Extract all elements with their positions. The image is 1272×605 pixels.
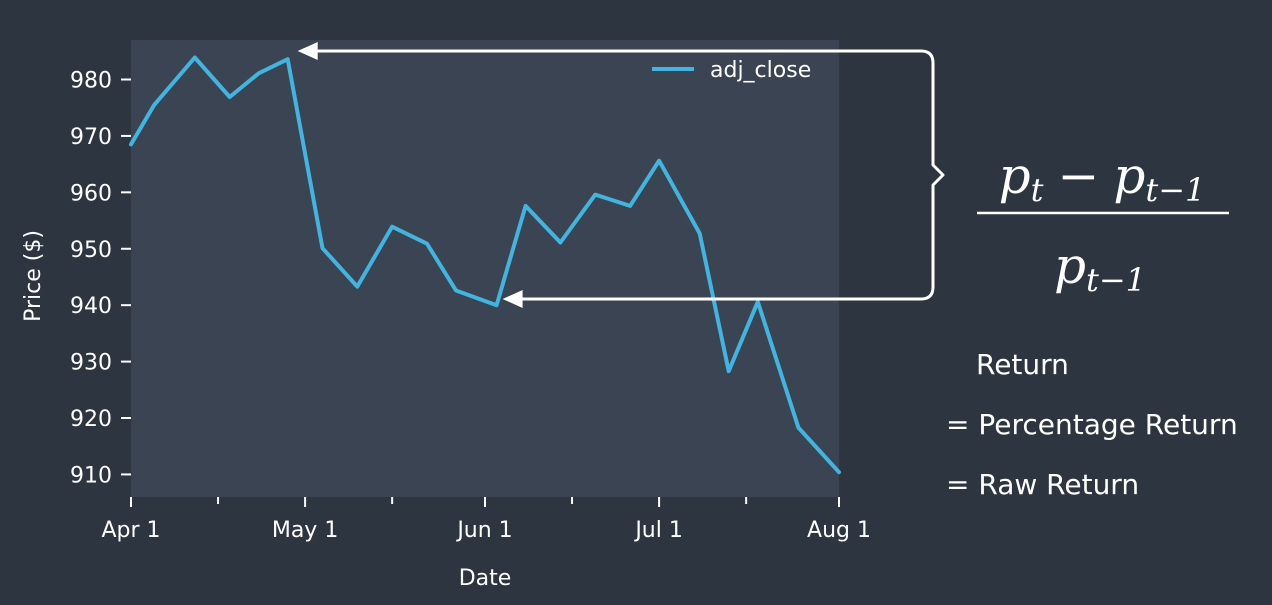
bracket-annotation	[297, 42, 945, 308]
y-axis-title: Price ($)	[21, 230, 46, 322]
legend: adj_close	[652, 58, 811, 83]
formula-denominator: pt−1	[1054, 237, 1146, 299]
bracket-path	[313, 49, 945, 301]
x-tick-label-0: Apr 1	[101, 518, 160, 543]
formula-denominator-sub: t−1	[1086, 261, 1146, 299]
formula-numerator: pt − pt−1	[999, 147, 1206, 209]
y-tick-label-5: 960	[70, 181, 112, 206]
plot-area	[131, 40, 839, 497]
series-line-adj-close	[129, 55, 841, 475]
x-tick-label-2: Jun 1	[455, 518, 512, 543]
formula-numerator-sub-t-1: t−1	[1145, 171, 1205, 209]
x-tick-label-3: Jul 1	[633, 518, 683, 543]
y-tick-label-2: 930	[70, 351, 112, 376]
formula-numerator-p-t-1: p	[1113, 147, 1145, 205]
arrowhead-top	[297, 42, 318, 60]
formula-numerator-sub-t: t	[1031, 171, 1044, 209]
percentage-return-label: = Percentage Return	[946, 408, 1238, 441]
x-tick-label-1: May 1	[272, 518, 338, 543]
y-tick-label-0: 910	[70, 463, 112, 488]
y-tick-label-6: 970	[70, 125, 112, 150]
formula-numerator-p-t: p	[999, 147, 1031, 205]
raw-return-label: = Raw Return	[946, 468, 1140, 501]
formula-denominator-p: p	[1054, 237, 1086, 295]
y-tick-label-1: 920	[70, 407, 112, 432]
y-tick-label-7: 980	[70, 68, 112, 93]
y-axis: 910 920 930 940 950 960 970 980	[70, 68, 131, 488]
return-label: Return	[976, 348, 1069, 381]
y-tick-label-4: 950	[70, 238, 112, 263]
x-axis: Apr 1 May 1 Jun 1 Jul 1 Aug 1	[101, 497, 871, 543]
return-formula: pt − pt−1 pt−1	[977, 147, 1229, 299]
legend-label-adj-close: adj_close	[710, 58, 811, 83]
formula-minus: −	[1057, 147, 1099, 205]
x-tick-label-4: Aug 1	[807, 518, 871, 543]
series-group	[129, 55, 841, 475]
y-tick-label-3: 940	[70, 294, 112, 319]
x-axis-title: Date	[459, 566, 512, 591]
arrowhead-bottom	[502, 290, 523, 308]
